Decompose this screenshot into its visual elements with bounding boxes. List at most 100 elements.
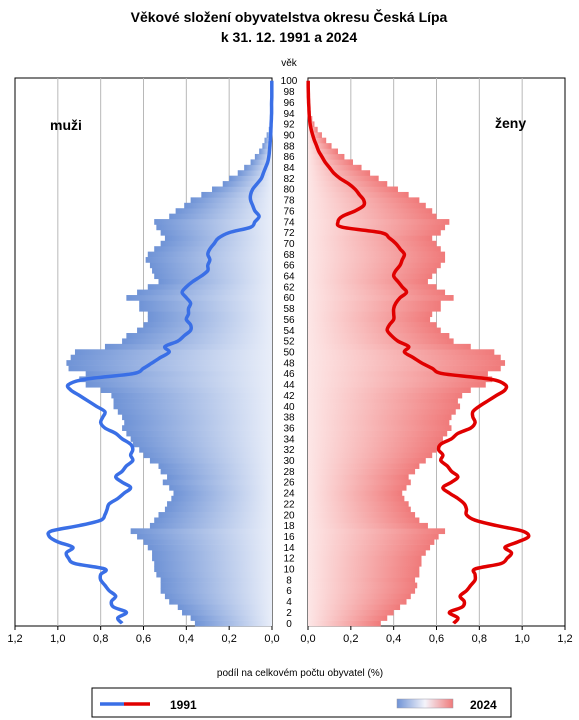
x-axis-label: podíl na celkovém počtu obyvatel (%) (217, 668, 383, 679)
age-tick-label: 76 (283, 206, 295, 217)
bar-2024-women (308, 479, 411, 486)
chart-title-line1: Věkové složení obyvatelstva okresu Česká… (131, 8, 448, 25)
bar-2024-women (308, 338, 454, 345)
x-tick-label-men: 0,4 (179, 633, 194, 645)
bar-2024-women (308, 365, 501, 372)
bar-2024-men (130, 528, 272, 535)
bar-2024-men (177, 604, 272, 611)
bar-2024-women (308, 202, 426, 209)
bar-2024-women (308, 132, 322, 138)
bar-2024-women (308, 284, 437, 290)
bar-2024-women (308, 251, 446, 258)
bar-2024-women (308, 615, 388, 621)
bar-2024-women (308, 441, 441, 448)
bar-2024-men (147, 311, 272, 318)
bar-2024-women (308, 240, 437, 247)
bar-2024-men (68, 365, 273, 372)
bar-2024-men (147, 251, 272, 258)
age-tick-label: 74 (283, 217, 295, 228)
bar-2024-men (190, 615, 272, 621)
bar-2024-men (152, 267, 272, 274)
age-tick-label: 50 (283, 348, 295, 359)
age-tick-label: 26 (283, 478, 295, 489)
bar-2024-men (137, 533, 272, 540)
bar-2024-men (182, 609, 272, 616)
bar-2024-women (308, 550, 426, 556)
bar-2024-women (308, 490, 403, 497)
bar-2024-women (308, 419, 450, 426)
bar-2024-men (149, 522, 272, 529)
age-tick-label: 60 (283, 293, 295, 304)
bar-2024-men (132, 441, 272, 448)
x-tick-label-men: 0,8 (93, 633, 108, 645)
bar-2024-women (308, 219, 450, 225)
legend: 1991 2024 (91, 687, 512, 718)
bar-2024-women (308, 305, 441, 312)
x-tick-label-women: 0,4 (386, 633, 401, 645)
x-tick-label-men: 0,0 (264, 633, 279, 645)
bar-2024-women (308, 446, 437, 453)
bar-2024-men (124, 419, 272, 426)
age-tick-label: 28 (283, 467, 295, 478)
bar-2024-women (308, 484, 407, 491)
bar-2024-men (126, 295, 272, 301)
age-tick-label: 4 (286, 597, 292, 608)
age-tick-label: 64 (283, 272, 295, 283)
bar-2024-women (308, 392, 463, 399)
age-tick-label: 24 (283, 489, 295, 500)
bar-2024-women (308, 349, 495, 356)
bar-2024-men (167, 474, 272, 480)
bar-2024-men (259, 148, 272, 155)
bar-2024-men (149, 457, 272, 464)
bar-2024-men (147, 316, 272, 323)
bar-2024-women (308, 343, 471, 350)
bar-2024-women (308, 609, 394, 616)
age-tick-label: 8 (286, 575, 292, 586)
bar-2024-women (308, 566, 420, 573)
age-tick-label: 46 (283, 369, 295, 380)
age-tick-label: 96 (283, 98, 295, 109)
bar-2024-men (111, 392, 272, 399)
chart-title-line2: k 31. 12. 1991 a 2024 (221, 29, 357, 45)
bar-2024-women (308, 370, 488, 377)
bar-2024-men (152, 550, 272, 556)
age-tick-label: 72 (283, 228, 295, 239)
bar-2024-men (164, 593, 272, 600)
bar-2024-men (175, 208, 272, 214)
line-1991-men (46, 80, 274, 625)
bar-2024-men (222, 181, 272, 187)
age-tick-label: 12 (283, 554, 295, 565)
age-tick-label: 16 (283, 532, 295, 543)
bar-2024-women (308, 354, 501, 361)
bar-2024-men (126, 430, 272, 437)
bar-2024-men (143, 452, 272, 459)
age-tick-label: 62 (283, 282, 295, 293)
x-tick-label-men: 1,2 (7, 633, 22, 645)
bar-2024-men (139, 446, 272, 453)
bar-2024-women (308, 533, 439, 540)
bars-2024-women (308, 78, 506, 627)
legend-label-1991: 1991 (170, 698, 197, 712)
bar-2024-men (154, 517, 272, 524)
bar-2024-women (308, 501, 409, 507)
bar-2024-men (160, 240, 272, 247)
age-tick-label: 84 (283, 163, 295, 174)
bar-2024-men (160, 588, 272, 594)
bar-2024-women (308, 588, 416, 594)
age-tick-label: 40 (283, 402, 295, 413)
bar-2024-women (308, 208, 433, 214)
bar-2024-men (237, 170, 272, 176)
bar-2024-women (308, 213, 437, 220)
age-tick-label: 20 (283, 510, 295, 521)
bar-2024-women (308, 257, 446, 263)
x-tick-label-women: 1,0 (515, 633, 530, 645)
age-tick-label: 86 (283, 152, 295, 163)
bar-2024-men (244, 164, 272, 171)
bar-2024-men (117, 408, 272, 415)
bar-2024-men (139, 300, 272, 307)
bar-2024-men (254, 153, 272, 160)
age-tick-label: 78 (283, 196, 295, 207)
bar-2024-women (308, 267, 437, 274)
bar-2024-women (308, 322, 437, 328)
bar-2024-men (169, 598, 272, 605)
